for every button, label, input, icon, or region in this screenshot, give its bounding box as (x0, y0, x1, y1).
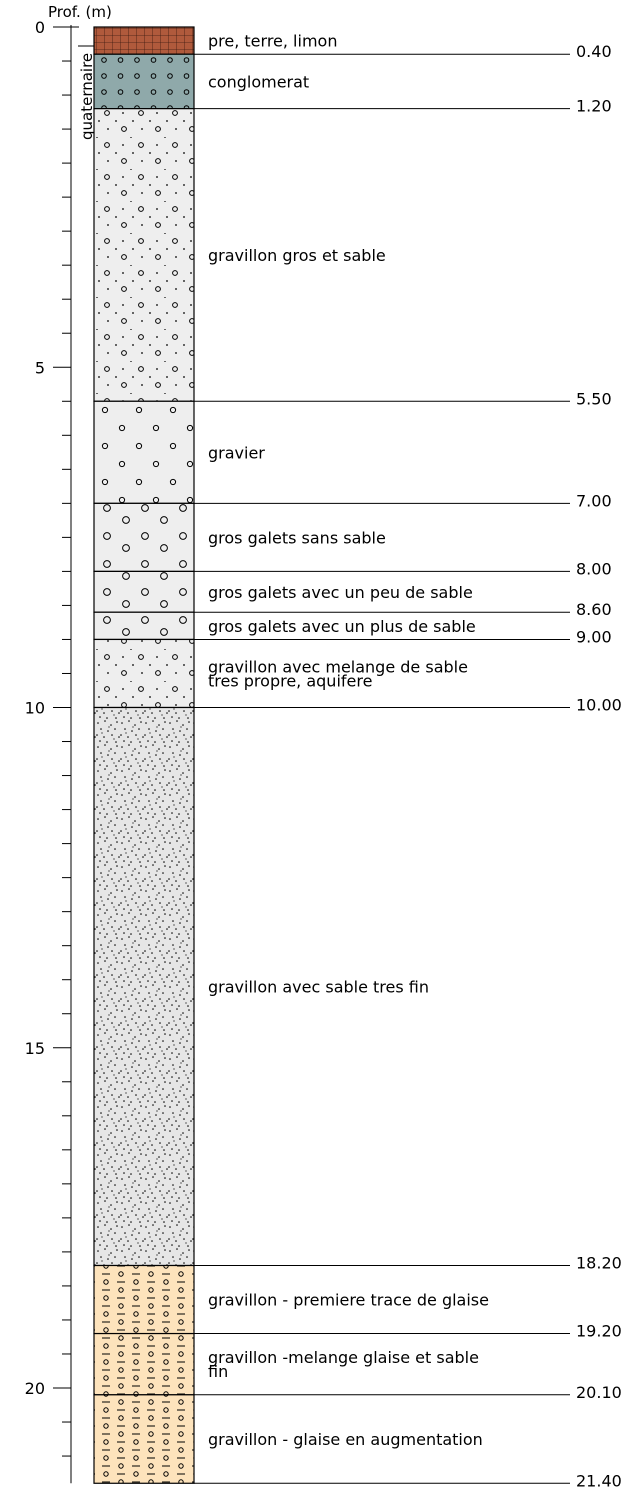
layer-depth-label: 1.20 (576, 97, 612, 116)
layer-description: gravier (208, 443, 265, 462)
layer-fill (93, 502, 195, 573)
depth-axis: 0 5 10 15 20 (25, 18, 79, 1484)
layer-description: conglomerat (208, 72, 309, 91)
layer-description-line2: fin (208, 1362, 228, 1381)
layer-fill (93, 400, 195, 504)
depth-tick-label: 5 (35, 358, 45, 377)
layer-depth-label: 0.40 (576, 42, 612, 61)
layer-column: 0.40 pre, terre, limon 1.20 conglomerat 5.50… (93, 26, 622, 1490)
layer-description: gravillon gros et sable (208, 246, 386, 265)
depth-tick-label: 20 (25, 1379, 45, 1398)
depth-tick-label: 0 (35, 18, 45, 37)
layer-fill (93, 108, 195, 402)
depth-tick-label: 10 (25, 699, 45, 718)
layer-fill (93, 1332, 195, 1396)
layer-depth-label: 19.20 (576, 1322, 622, 1341)
layer-depth-label: 20.10 (576, 1383, 622, 1402)
layer-fill (93, 1394, 195, 1484)
layer-fill (93, 638, 195, 709)
layer-fill (93, 706, 195, 1267)
stratigraphy-label: quaternaire (78, 53, 96, 140)
layer-depth-label: 8.60 (576, 600, 612, 619)
layer-fill (93, 611, 195, 641)
layer-description: pre, terre, limon (208, 32, 337, 51)
layer-description: gros galets avec un peu de sable (208, 583, 473, 602)
layer-depth-label: 8.00 (576, 559, 612, 578)
layer-depth-label: 7.00 (576, 491, 612, 510)
layer-depth-label: 18.20 (576, 1254, 622, 1273)
depth-axis-title: Prof. (m) (48, 3, 112, 21)
layer-description: gravillon avec melange de sable (208, 657, 468, 676)
layer-fill (93, 26, 195, 55)
depth-tick-label: 15 (25, 1039, 45, 1058)
layer-description: gravillon - premiere trace de glaise (208, 1291, 489, 1310)
layer-description: gros galets avec un plus de sable (208, 617, 476, 636)
layer-depth-label: 5.50 (576, 389, 612, 408)
layer-depth-label: 10.00 (576, 696, 622, 715)
layer-depth-label: 9.00 (576, 627, 612, 646)
layer-fill (93, 1264, 195, 1335)
layer-fill (93, 570, 195, 613)
layer-description: gravillon -melange glaise et sable (208, 1348, 479, 1367)
layer-description: gravillon - glaise en augmentation (208, 1430, 483, 1449)
layer-description-line2: tres propre, aquifere (208, 671, 372, 690)
layer-description: gravillon avec sable tres fin (208, 978, 429, 997)
layer-fill (93, 53, 195, 110)
layer-depth-label: 21.40 (576, 1471, 622, 1490)
layer-description: gros galets sans sable (208, 528, 386, 547)
